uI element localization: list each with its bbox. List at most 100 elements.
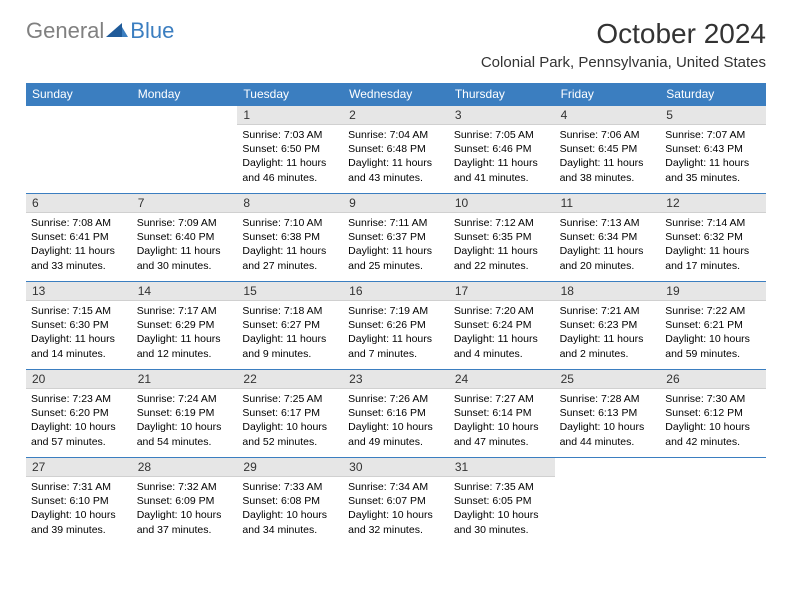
sunrise-text: Sunrise: 7:08 AM: [31, 216, 127, 230]
day-info: Sunrise: 7:06 AMSunset: 6:45 PMDaylight:…: [555, 125, 661, 189]
sunset-text: Sunset: 6:30 PM: [31, 318, 127, 332]
day-info: Sunrise: 7:19 AMSunset: 6:26 PMDaylight:…: [343, 301, 449, 365]
sunrise-text: Sunrise: 7:12 AM: [454, 216, 550, 230]
sunset-text: Sunset: 6:32 PM: [665, 230, 761, 244]
day-info: Sunrise: 7:33 AMSunset: 6:08 PMDaylight:…: [237, 477, 343, 541]
sunset-text: Sunset: 6:48 PM: [348, 142, 444, 156]
calendar-cell: 16Sunrise: 7:19 AMSunset: 6:26 PMDayligh…: [343, 281, 449, 369]
day-number: 18: [555, 282, 661, 301]
day-number: 16: [343, 282, 449, 301]
sunset-text: Sunset: 6:41 PM: [31, 230, 127, 244]
calendar-cell: [132, 105, 238, 193]
day-number: 3: [449, 106, 555, 125]
day-number: [26, 106, 132, 124]
calendar-cell: 4Sunrise: 7:06 AMSunset: 6:45 PMDaylight…: [555, 105, 661, 193]
calendar-cell: 1Sunrise: 7:03 AMSunset: 6:50 PMDaylight…: [237, 105, 343, 193]
sunrise-text: Sunrise: 7:13 AM: [560, 216, 656, 230]
day-number: 30: [343, 458, 449, 477]
day-info: Sunrise: 7:13 AMSunset: 6:34 PMDaylight:…: [555, 213, 661, 277]
weekday-header: Wednesday: [343, 83, 449, 105]
day-info: Sunrise: 7:10 AMSunset: 6:38 PMDaylight:…: [237, 213, 343, 277]
calendar-cell: [26, 105, 132, 193]
calendar-cell: 14Sunrise: 7:17 AMSunset: 6:29 PMDayligh…: [132, 281, 238, 369]
daylight-text: Daylight: 10 hours and 32 minutes.: [348, 508, 444, 536]
calendar-cell: 22Sunrise: 7:25 AMSunset: 6:17 PMDayligh…: [237, 369, 343, 457]
day-info: Sunrise: 7:08 AMSunset: 6:41 PMDaylight:…: [26, 213, 132, 277]
calendar-cell: 11Sunrise: 7:13 AMSunset: 6:34 PMDayligh…: [555, 193, 661, 281]
daylight-text: Daylight: 11 hours and 33 minutes.: [31, 244, 127, 272]
calendar-cell: 12Sunrise: 7:14 AMSunset: 6:32 PMDayligh…: [660, 193, 766, 281]
calendar-cell: 2Sunrise: 7:04 AMSunset: 6:48 PMDaylight…: [343, 105, 449, 193]
sunset-text: Sunset: 6:26 PM: [348, 318, 444, 332]
daylight-text: Daylight: 11 hours and 4 minutes.: [454, 332, 550, 360]
day-number: 2: [343, 106, 449, 125]
day-info: Sunrise: 7:05 AMSunset: 6:46 PMDaylight:…: [449, 125, 555, 189]
daylight-text: Daylight: 11 hours and 17 minutes.: [665, 244, 761, 272]
location-text: Colonial Park, Pennsylvania, United Stat…: [481, 54, 766, 71]
daylight-text: Daylight: 10 hours and 37 minutes.: [137, 508, 233, 536]
calendar: SundayMondayTuesdayWednesdayThursdayFrid…: [26, 83, 766, 545]
day-info: Sunrise: 7:30 AMSunset: 6:12 PMDaylight:…: [660, 389, 766, 453]
calendar-cell: 9Sunrise: 7:11 AMSunset: 6:37 PMDaylight…: [343, 193, 449, 281]
sunrise-text: Sunrise: 7:17 AM: [137, 304, 233, 318]
daylight-text: Daylight: 11 hours and 9 minutes.: [242, 332, 338, 360]
sunset-text: Sunset: 6:09 PM: [137, 494, 233, 508]
day-info: Sunrise: 7:31 AMSunset: 6:10 PMDaylight:…: [26, 477, 132, 541]
daylight-text: Daylight: 11 hours and 35 minutes.: [665, 156, 761, 184]
day-number: 31: [449, 458, 555, 477]
weekday-header: Thursday: [449, 83, 555, 105]
day-info: Sunrise: 7:25 AMSunset: 6:17 PMDaylight:…: [237, 389, 343, 453]
daylight-text: Daylight: 11 hours and 38 minutes.: [560, 156, 656, 184]
day-info: Sunrise: 7:34 AMSunset: 6:07 PMDaylight:…: [343, 477, 449, 541]
sunrise-text: Sunrise: 7:33 AM: [242, 480, 338, 494]
day-number: 24: [449, 370, 555, 389]
calendar-cell: 18Sunrise: 7:21 AMSunset: 6:23 PMDayligh…: [555, 281, 661, 369]
sunset-text: Sunset: 6:17 PM: [242, 406, 338, 420]
sunset-text: Sunset: 6:40 PM: [137, 230, 233, 244]
sunset-text: Sunset: 6:50 PM: [242, 142, 338, 156]
calendar-cell: 5Sunrise: 7:07 AMSunset: 6:43 PMDaylight…: [660, 105, 766, 193]
sunrise-text: Sunrise: 7:03 AM: [242, 128, 338, 142]
calendar-cell: 17Sunrise: 7:20 AMSunset: 6:24 PMDayligh…: [449, 281, 555, 369]
logo-triangle-icon: [106, 23, 128, 39]
sunrise-text: Sunrise: 7:31 AM: [31, 480, 127, 494]
sunset-text: Sunset: 6:07 PM: [348, 494, 444, 508]
sunset-text: Sunset: 6:45 PM: [560, 142, 656, 156]
daylight-text: Daylight: 11 hours and 30 minutes.: [137, 244, 233, 272]
sunrise-text: Sunrise: 7:07 AM: [665, 128, 761, 142]
logo: General Blue: [26, 18, 174, 44]
calendar-cell: 20Sunrise: 7:23 AMSunset: 6:20 PMDayligh…: [26, 369, 132, 457]
day-number: 19: [660, 282, 766, 301]
day-info: Sunrise: 7:03 AMSunset: 6:50 PMDaylight:…: [237, 125, 343, 189]
sunset-text: Sunset: 6:37 PM: [348, 230, 444, 244]
day-info: Sunrise: 7:11 AMSunset: 6:37 PMDaylight:…: [343, 213, 449, 277]
sunrise-text: Sunrise: 7:04 AM: [348, 128, 444, 142]
day-info: Sunrise: 7:32 AMSunset: 6:09 PMDaylight:…: [132, 477, 238, 541]
day-number: [555, 458, 661, 476]
daylight-text: Daylight: 10 hours and 52 minutes.: [242, 420, 338, 448]
daylight-text: Daylight: 10 hours and 59 minutes.: [665, 332, 761, 360]
day-number: 9: [343, 194, 449, 213]
day-number: 8: [237, 194, 343, 213]
sunrise-text: Sunrise: 7:30 AM: [665, 392, 761, 406]
day-info: Sunrise: 7:04 AMSunset: 6:48 PMDaylight:…: [343, 125, 449, 189]
day-number: 12: [660, 194, 766, 213]
day-info: Sunrise: 7:09 AMSunset: 6:40 PMDaylight:…: [132, 213, 238, 277]
title-block: October 2024 Colonial Park, Pennsylvania…: [481, 18, 766, 71]
day-number: 22: [237, 370, 343, 389]
daylight-text: Daylight: 10 hours and 34 minutes.: [242, 508, 338, 536]
sunset-text: Sunset: 6:14 PM: [454, 406, 550, 420]
day-number: 23: [343, 370, 449, 389]
sunrise-text: Sunrise: 7:28 AM: [560, 392, 656, 406]
day-number: 28: [132, 458, 238, 477]
weekday-header: Saturday: [660, 83, 766, 105]
calendar-cell: 28Sunrise: 7:32 AMSunset: 6:09 PMDayligh…: [132, 457, 238, 545]
calendar-cell: 31Sunrise: 7:35 AMSunset: 6:05 PMDayligh…: [449, 457, 555, 545]
sunrise-text: Sunrise: 7:32 AM: [137, 480, 233, 494]
calendar-cell: 13Sunrise: 7:15 AMSunset: 6:30 PMDayligh…: [26, 281, 132, 369]
day-info: Sunrise: 7:35 AMSunset: 6:05 PMDaylight:…: [449, 477, 555, 541]
day-number: 10: [449, 194, 555, 213]
sunset-text: Sunset: 6:08 PM: [242, 494, 338, 508]
day-info: Sunrise: 7:28 AMSunset: 6:13 PMDaylight:…: [555, 389, 661, 453]
day-info: Sunrise: 7:23 AMSunset: 6:20 PMDaylight:…: [26, 389, 132, 453]
